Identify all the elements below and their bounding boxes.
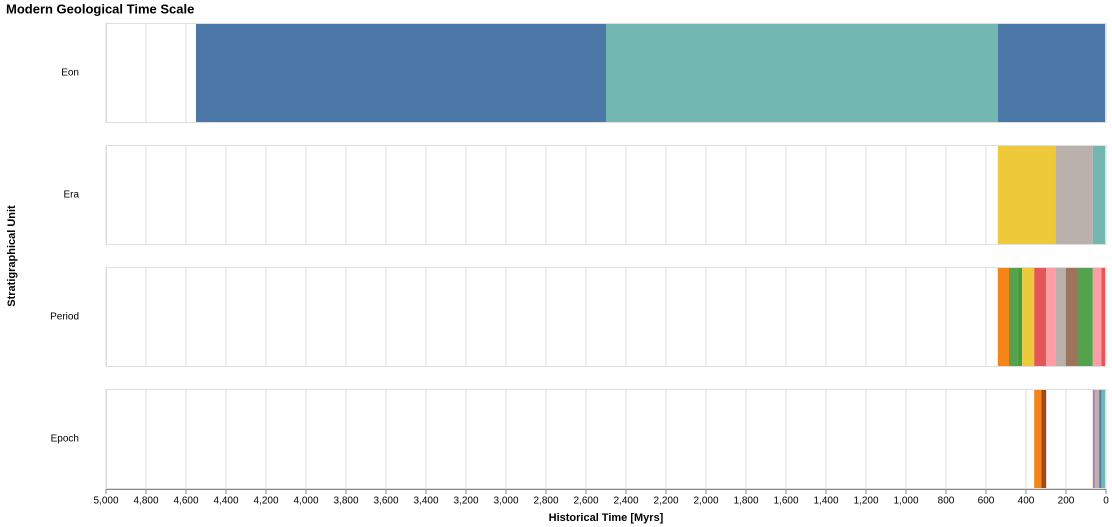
segment xyxy=(1022,267,1035,367)
row-border xyxy=(106,23,1106,123)
row-border xyxy=(106,389,1106,489)
row-border xyxy=(106,145,1106,245)
x-tick-label: 2,400 xyxy=(613,496,638,507)
row-frame xyxy=(106,389,1106,489)
segment xyxy=(1055,267,1066,367)
segment xyxy=(1046,267,1056,367)
x-tick-label: 4,200 xyxy=(253,496,278,507)
segment xyxy=(1077,267,1093,367)
segment xyxy=(1092,267,1102,367)
y-axis-title: Stratigraphical Unit xyxy=(6,205,18,307)
segment xyxy=(1101,389,1105,489)
segment xyxy=(997,267,1009,367)
x-tick-label: 1,200 xyxy=(853,496,878,507)
segment xyxy=(1092,145,1106,245)
x-tick-label: 3,000 xyxy=(493,496,518,507)
x-tick-label: 1,000 xyxy=(893,496,918,507)
row-frame xyxy=(106,145,1106,245)
x-tick-label: 3,800 xyxy=(333,496,358,507)
segment xyxy=(1034,267,1047,367)
segment xyxy=(1099,389,1102,489)
x-tick-label: 2,600 xyxy=(573,496,598,507)
x-tick-label: 0 xyxy=(1103,496,1109,507)
segment xyxy=(1017,267,1023,367)
chart-title: Modern Geological Time Scale xyxy=(6,1,194,16)
segment xyxy=(1094,389,1100,489)
x-tick-label: 1,800 xyxy=(733,496,758,507)
segment xyxy=(1034,389,1042,489)
x-tick-label: 400 xyxy=(1018,496,1035,507)
x-tick-label: 3,600 xyxy=(373,496,398,507)
segment xyxy=(196,23,606,123)
row-frame xyxy=(106,267,1106,367)
row-label: Epoch xyxy=(51,434,79,445)
segment xyxy=(1092,389,1095,489)
x-tick-label: 3,200 xyxy=(453,496,478,507)
x-tick-label: 4,600 xyxy=(173,496,198,507)
x-tick-label: 4,800 xyxy=(133,496,158,507)
x-tick-label: 800 xyxy=(938,496,955,507)
x-tick-label: 3,400 xyxy=(413,496,438,507)
segment xyxy=(1065,267,1077,367)
x-tick-label: 4,000 xyxy=(293,496,318,507)
x-tick-label: 2,200 xyxy=(653,496,678,507)
x-tick-label: 2,000 xyxy=(693,496,718,507)
segment xyxy=(606,23,998,123)
segment xyxy=(997,23,1106,123)
x-tick-label: 5,000 xyxy=(93,496,118,507)
x-tick-label: 200 xyxy=(1058,496,1075,507)
segment xyxy=(1041,389,1047,489)
segment xyxy=(997,145,1056,245)
x-axis-title: Historical Time [Myrs] xyxy=(549,512,664,524)
row-border xyxy=(106,267,1106,367)
segment xyxy=(1009,267,1018,367)
x-tick-label: 1,400 xyxy=(813,496,838,507)
x-tick-label: 1,600 xyxy=(773,496,798,507)
x-tick-label: 600 xyxy=(978,496,995,507)
segment xyxy=(1055,145,1093,245)
row-label: Period xyxy=(50,312,79,323)
x-tick-label: 2,800 xyxy=(533,496,558,507)
x-tick-label: 4,400 xyxy=(213,496,238,507)
row-label: Era xyxy=(63,190,79,201)
row-label: Eon xyxy=(61,68,79,79)
segment xyxy=(1101,267,1106,367)
